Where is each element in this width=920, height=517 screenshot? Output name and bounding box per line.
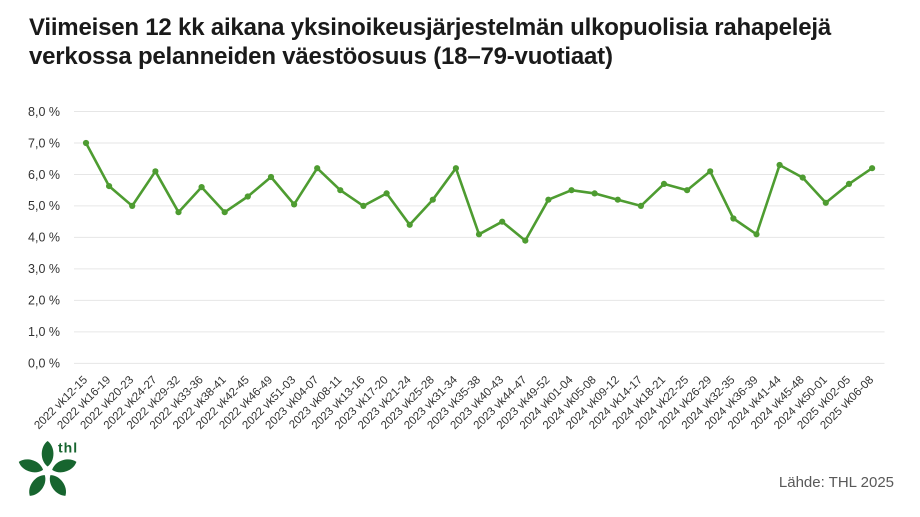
svg-text:6,0 %: 6,0 % <box>28 168 60 182</box>
svg-text:3,0 %: 3,0 % <box>28 262 60 276</box>
svg-text:8,0 %: 8,0 % <box>28 105 60 119</box>
svg-text:2,0 %: 2,0 % <box>28 294 60 308</box>
svg-text:0,0 %: 0,0 % <box>28 357 60 371</box>
svg-text:7,0 %: 7,0 % <box>28 136 60 150</box>
svg-text:4,0 %: 4,0 % <box>28 231 60 245</box>
svg-text:thl: thl <box>58 440 78 456</box>
svg-text:5,0 %: 5,0 % <box>28 199 60 213</box>
svg-text:1,0 %: 1,0 % <box>28 325 60 339</box>
